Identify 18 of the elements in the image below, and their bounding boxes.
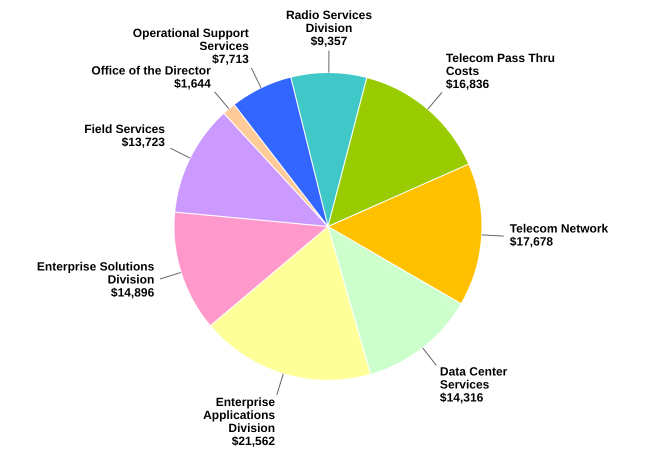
data-label: $14,896 — [110, 286, 155, 300]
data-label: $9,357 — [310, 34, 348, 48]
data-label: $16,836 — [446, 77, 490, 92]
slice-label: Enterprise Applications Division — [203, 394, 276, 435]
slice-label: Field Services — [84, 122, 166, 136]
data-label: $7,713 — [212, 52, 250, 66]
slice-label: Office of the Director — [91, 64, 212, 78]
slice-label: Enterprise Solutions Division — [36, 260, 155, 287]
slice-label: Telecom Network — [510, 222, 609, 236]
data-label: $21,562 — [232, 434, 276, 448]
slice-label: Radio Services Division — [286, 8, 372, 35]
data-label: $13,723 — [122, 134, 166, 149]
data-label: $14,316 — [440, 390, 484, 404]
data-label: $1,644 — [174, 76, 212, 91]
slice-label: Operational Support Services — [132, 26, 250, 53]
slice-label: Telecom Pass Thru Costs — [446, 51, 556, 78]
data-label: $17,678 — [510, 234, 554, 249]
slice-label: Data Center Services — [440, 364, 508, 392]
